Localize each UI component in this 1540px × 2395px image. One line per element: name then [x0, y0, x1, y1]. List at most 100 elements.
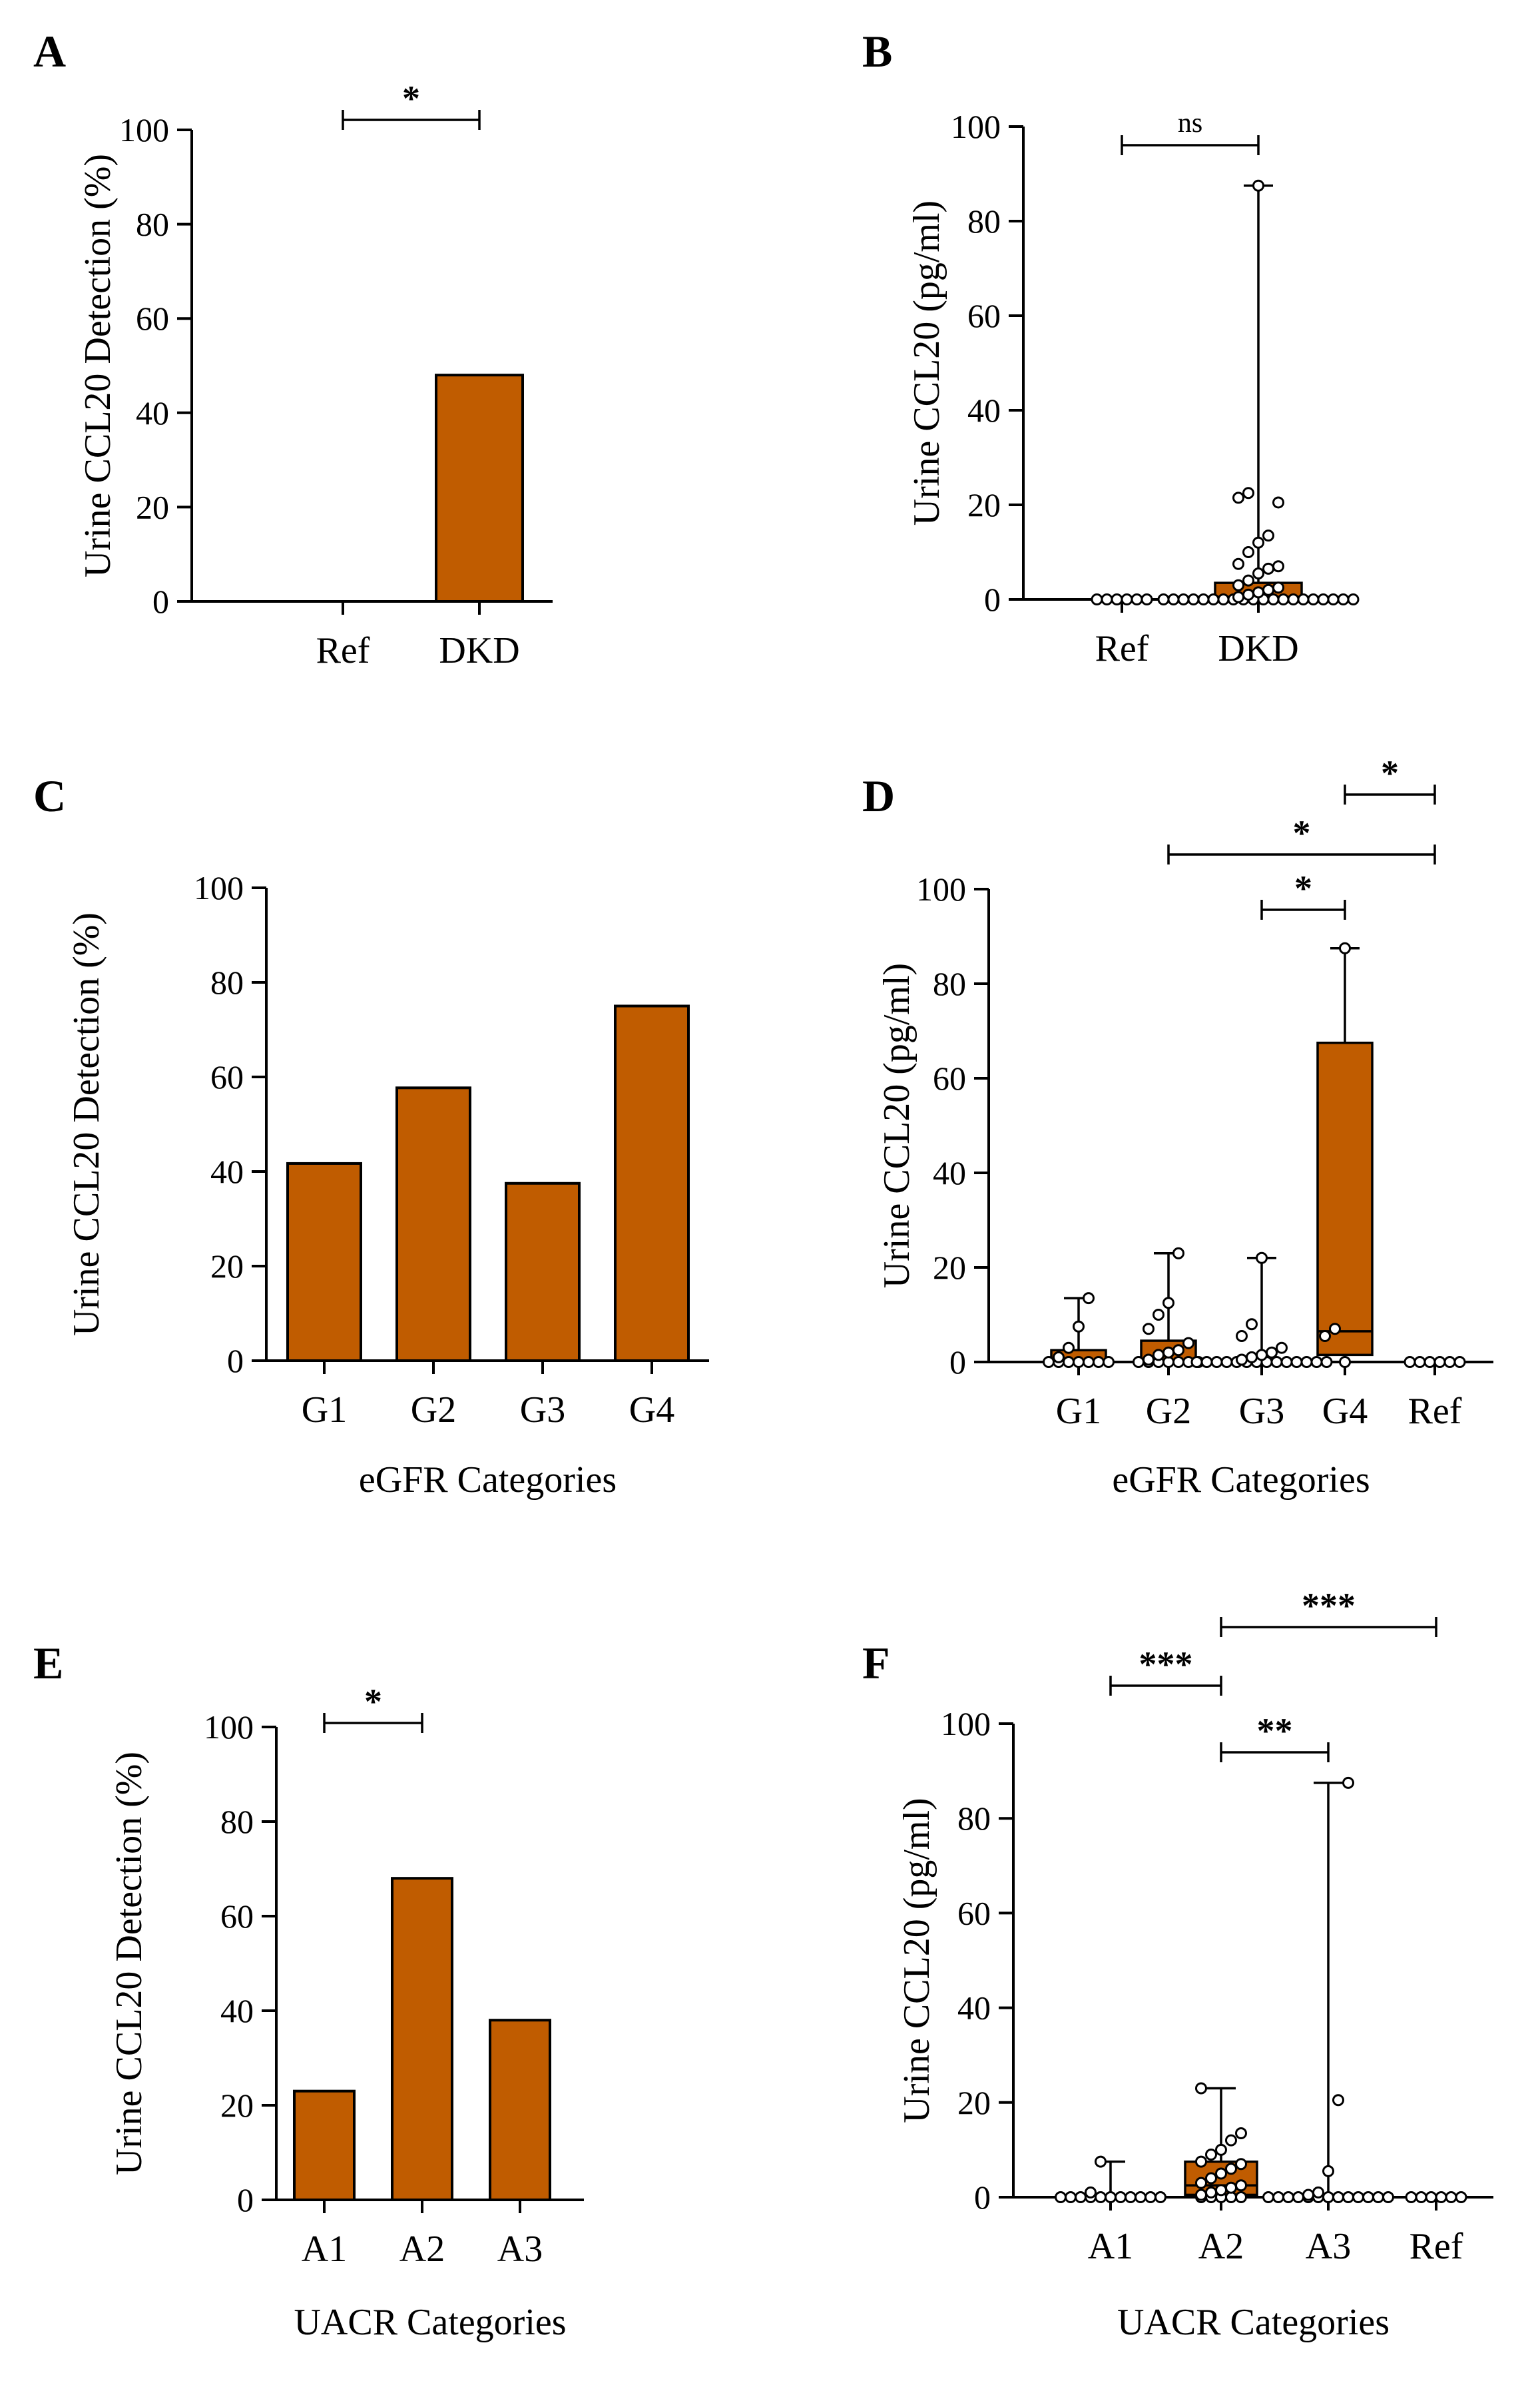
- data-point: [1155, 2191, 1166, 2203]
- data-point: [1242, 588, 1254, 601]
- data-point: [1215, 2184, 1227, 2197]
- data-point: [1302, 2189, 1314, 2201]
- data-point: [1272, 560, 1284, 573]
- y-tick-label: 20: [220, 2087, 254, 2124]
- data-point: [1200, 1356, 1213, 1368]
- y-tick-label: 80: [210, 964, 244, 1001]
- y-tick-label: 20: [210, 1247, 244, 1285]
- significance-label: *: [402, 79, 420, 119]
- x-tick-label: G1: [302, 1389, 347, 1431]
- data-point: [1073, 1320, 1085, 1333]
- data-point: [1232, 591, 1244, 603]
- data-point: [1277, 593, 1290, 605]
- data-point: [1235, 2158, 1247, 2171]
- y-tick-label: 100: [941, 1705, 991, 1742]
- data-point: [1256, 1251, 1268, 1264]
- data-point: [1145, 2191, 1156, 2203]
- data-point: [1382, 2191, 1394, 2203]
- data-point: [1339, 1356, 1351, 1368]
- chart-panel-b: B 0 20 40 60 80 100 Urine CCL20 (pg/ml) Ref DKD ns: [862, 26, 1360, 669]
- significance-label: *: [1293, 813, 1311, 853]
- data-point: [1075, 2191, 1087, 2203]
- data-point: [1322, 2165, 1334, 2177]
- data-point: [1195, 2189, 1207, 2201]
- data-point: [1329, 1323, 1341, 1335]
- chart-panel-e: E 0 20 40 60 80 100 Urine CCL20 Detection (%) A1…: [33, 1638, 584, 2343]
- y-tick-label: 40: [957, 1989, 991, 2027]
- y-tick-label: 100: [916, 870, 966, 908]
- x-tick-label: A1: [1088, 2226, 1133, 2267]
- data-point: [1133, 1356, 1145, 1368]
- y-tick-label: 20: [967, 486, 1001, 523]
- y-tick-label: 100: [951, 108, 1001, 145]
- data-point: [1162, 1297, 1174, 1309]
- x-tick-label: A3: [1306, 2226, 1351, 2267]
- y-tick-label: 80: [967, 202, 1001, 240]
- x-tick-label: G1: [1056, 1391, 1101, 1432]
- data-point: [1267, 593, 1280, 605]
- data-point: [1177, 593, 1190, 605]
- data-point: [1205, 2172, 1217, 2185]
- y-axis-title: Urine CCL20 (pg/ml): [906, 200, 947, 525]
- data-point: [1093, 1356, 1105, 1368]
- y-tick-label: 40: [210, 1153, 244, 1190]
- chart-panel-d: D 0 20 40 60 80 100 Urine CCL20 (pg/ml) G1 G2 G3 G4…: [862, 753, 1493, 1501]
- data-point: [1327, 593, 1340, 605]
- data-point: [1225, 2181, 1237, 2194]
- data-point: [1290, 1356, 1303, 1368]
- y-tick-label: 60: [957, 1894, 991, 1931]
- data-point: [1405, 2191, 1417, 2203]
- y-tick-label: 40: [967, 392, 1001, 429]
- data-point: [1242, 487, 1254, 500]
- data-point: [1425, 2191, 1437, 2203]
- data-point: [1167, 593, 1180, 605]
- data-point: [1235, 2191, 1247, 2203]
- x-axis-title: UACR Categories: [1117, 2302, 1390, 2343]
- y-tick-label: 60: [210, 1058, 244, 1096]
- data-point: [1262, 583, 1274, 596]
- x-axis-title: eGFR Categories: [1112, 1459, 1370, 1501]
- data-point: [1319, 1329, 1331, 1342]
- data-point: [1187, 593, 1200, 605]
- data-point: [1236, 1329, 1248, 1342]
- data-point: [1242, 574, 1254, 587]
- data-point: [1252, 567, 1264, 579]
- data-point: [1455, 2191, 1467, 2203]
- data-point: [1287, 593, 1300, 605]
- data-point: [1262, 562, 1274, 575]
- panel-letter-a: A: [33, 26, 66, 77]
- data-point: [1317, 593, 1330, 605]
- data-point: [1095, 2155, 1107, 2168]
- y-tick-label: 60: [220, 1897, 254, 1935]
- data-point: [1105, 2191, 1117, 2203]
- x-tick-label: G3: [1239, 1391, 1284, 1432]
- data-point: [1352, 2191, 1364, 2203]
- data-point: [1063, 1356, 1075, 1368]
- data-point: [1310, 1356, 1323, 1368]
- x-tick-label: Ref: [1410, 2226, 1463, 2267]
- bar-g1: [286, 1162, 362, 1363]
- data-point: [1362, 2191, 1374, 2203]
- x-tick-label: Ref: [1408, 1391, 1462, 1432]
- data-point: [1256, 1349, 1268, 1361]
- y-tick-label: 20: [933, 1249, 966, 1286]
- y-tick-label: 40: [220, 1992, 254, 2029]
- data-point: [1207, 593, 1220, 605]
- data-point: [1266, 1346, 1278, 1359]
- data-point: [1073, 1356, 1085, 1368]
- data-point: [1415, 2191, 1427, 2203]
- data-point: [1272, 496, 1284, 509]
- y-tick-label: 0: [974, 2179, 991, 2216]
- data-point: [1135, 2191, 1147, 2203]
- data-point: [1225, 2163, 1237, 2175]
- x-axis-title: UACR Categories: [294, 2302, 566, 2343]
- data-point: [1235, 2127, 1247, 2140]
- panel-letter-d: D: [862, 771, 895, 821]
- data-point: [1232, 579, 1244, 591]
- data-point: [1101, 593, 1113, 605]
- data-point: [1083, 1292, 1095, 1305]
- y-tick-label: 80: [957, 1800, 991, 1837]
- data-point: [1217, 593, 1230, 605]
